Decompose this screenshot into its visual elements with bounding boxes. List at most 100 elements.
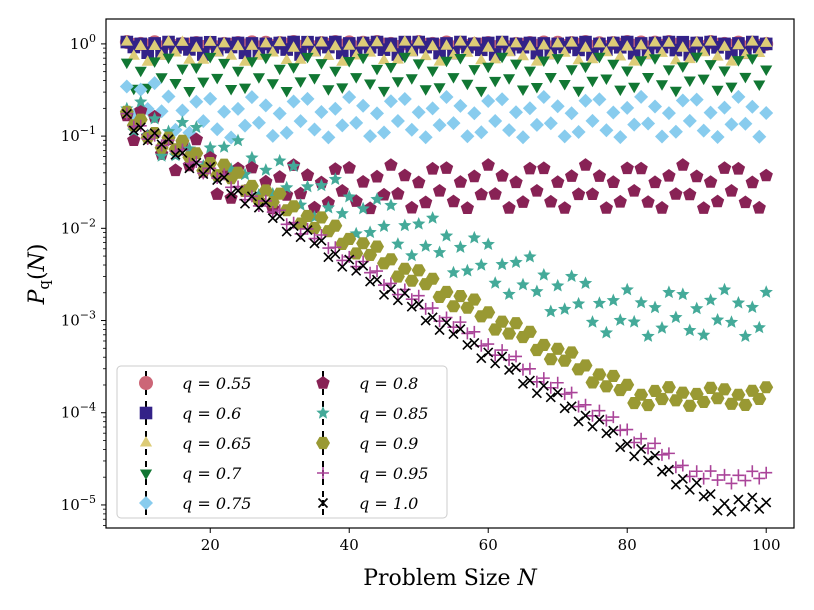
data-point bbox=[300, 179, 315, 193]
data-point bbox=[752, 392, 767, 405]
data-point bbox=[565, 269, 579, 282]
data-point bbox=[690, 465, 703, 478]
data-point bbox=[377, 86, 390, 98]
data-point bbox=[134, 39, 147, 50]
data-point bbox=[738, 116, 753, 131]
data-point bbox=[691, 477, 702, 488]
data-point bbox=[558, 302, 572, 315]
data-point bbox=[573, 416, 584, 427]
data-point bbox=[711, 85, 724, 97]
data-point bbox=[266, 79, 279, 90]
data-point bbox=[134, 94, 148, 108]
data-point bbox=[231, 101, 245, 116]
data-point bbox=[510, 350, 523, 363]
data-point bbox=[482, 62, 495, 74]
data-point bbox=[467, 230, 481, 244]
data-point bbox=[419, 195, 433, 209]
data-point bbox=[349, 115, 364, 130]
data-point bbox=[245, 57, 258, 68]
data-point bbox=[732, 469, 745, 482]
data-point bbox=[745, 99, 760, 114]
data-point bbox=[300, 209, 315, 222]
data-point bbox=[203, 91, 218, 106]
data-point bbox=[648, 300, 662, 314]
legend-label: q = 0.8 bbox=[359, 374, 418, 393]
data-point bbox=[329, 66, 342, 78]
data-point bbox=[676, 287, 690, 301]
data-point bbox=[662, 65, 675, 76]
data-point bbox=[405, 293, 418, 306]
data-point bbox=[510, 59, 523, 71]
data-point bbox=[543, 116, 558, 131]
data-point bbox=[483, 347, 494, 358]
data-point bbox=[697, 472, 710, 485]
data-point bbox=[662, 447, 675, 460]
legend-marker bbox=[316, 406, 330, 419]
data-point bbox=[370, 240, 384, 253]
data-point bbox=[710, 194, 725, 208]
data-point bbox=[286, 94, 301, 109]
data-point bbox=[578, 276, 593, 289]
data-point bbox=[460, 201, 474, 214]
data-point bbox=[635, 38, 648, 50]
data-point bbox=[307, 221, 322, 234]
data-point bbox=[627, 117, 642, 132]
data-point bbox=[251, 115, 266, 130]
data-point bbox=[384, 41, 397, 52]
data-point bbox=[412, 217, 426, 230]
data-point bbox=[752, 129, 767, 144]
data-point bbox=[232, 66, 245, 78]
data-point bbox=[300, 168, 315, 181]
y-tick-label: 10−2 bbox=[61, 216, 96, 237]
data-point bbox=[615, 442, 626, 453]
data-point bbox=[351, 265, 362, 276]
data-point bbox=[384, 198, 398, 211]
data-point bbox=[606, 105, 621, 120]
data-point bbox=[432, 184, 447, 197]
data-point bbox=[314, 178, 329, 192]
data-point bbox=[523, 39, 536, 51]
data-point bbox=[502, 123, 517, 138]
data-point bbox=[523, 66, 536, 78]
data-point bbox=[272, 106, 287, 121]
data-point bbox=[364, 266, 377, 279]
data-point bbox=[718, 66, 731, 77]
data-point bbox=[635, 56, 648, 67]
data-point bbox=[523, 161, 537, 175]
data-point bbox=[759, 381, 774, 394]
data-point bbox=[614, 50, 627, 61]
data-point bbox=[413, 298, 424, 310]
data-point bbox=[288, 220, 299, 232]
data-point bbox=[426, 211, 440, 224]
data-point bbox=[648, 175, 662, 189]
data-point bbox=[316, 235, 327, 246]
data-point bbox=[440, 311, 453, 324]
data-point bbox=[732, 38, 745, 50]
data-point bbox=[676, 62, 689, 73]
data-point bbox=[642, 455, 654, 466]
data-point bbox=[675, 93, 690, 108]
data-point bbox=[530, 184, 544, 197]
x-tick-label: 20 bbox=[201, 536, 220, 554]
plot-frame bbox=[105, 18, 795, 529]
data-point bbox=[133, 82, 148, 97]
data-point bbox=[552, 387, 563, 398]
data-point bbox=[398, 35, 411, 46]
data-point bbox=[523, 249, 537, 263]
data-point bbox=[426, 66, 439, 78]
data-point bbox=[586, 52, 599, 64]
data-point bbox=[371, 265, 384, 278]
data-point bbox=[175, 103, 190, 118]
data-point bbox=[703, 105, 718, 120]
data-point bbox=[204, 35, 217, 46]
data-point bbox=[697, 328, 711, 341]
data-point bbox=[731, 89, 746, 104]
data-point bbox=[190, 63, 203, 74]
data-point bbox=[509, 317, 523, 330]
data-point bbox=[377, 219, 391, 232]
data-point bbox=[226, 188, 237, 199]
data-point bbox=[725, 55, 738, 66]
data-point bbox=[439, 161, 454, 174]
data-point bbox=[482, 41, 495, 52]
data-point bbox=[725, 82, 738, 94]
